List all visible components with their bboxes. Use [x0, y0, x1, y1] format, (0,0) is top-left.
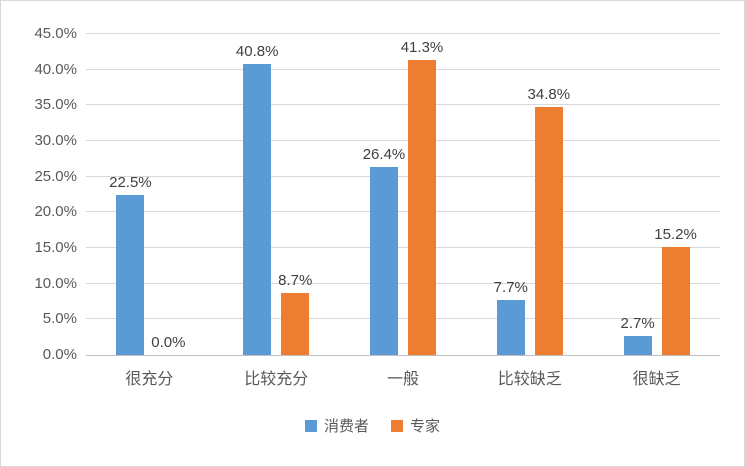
- legend-label: 专家: [410, 418, 441, 435]
- x-axis-label: 很缺乏: [632, 371, 681, 388]
- y-tick-label: 35.0%: [34, 96, 77, 114]
- bar-group: 2.7% 15.2%: [593, 34, 720, 355]
- bar-group: 40.8% 8.7%: [213, 34, 340, 355]
- gridline: [86, 318, 720, 320]
- data-label: 0.0%: [151, 334, 186, 351]
- bar-消费者[interactable]: [243, 63, 272, 355]
- legend: 消费者 专家: [1, 415, 744, 436]
- bar-专家[interactable]: [281, 292, 310, 355]
- y-tick-label: 25.0%: [34, 167, 77, 185]
- legend-swatch: [391, 419, 403, 432]
- gridline: [86, 68, 720, 70]
- gridline: [86, 104, 720, 106]
- bar-slot: 34.8%: [528, 86, 570, 355]
- bar-专家[interactable]: [407, 60, 436, 355]
- x-axis-label: 一般: [386, 371, 419, 388]
- legend-item-消费者[interactable]: 消费者: [304, 415, 369, 436]
- bar-slot: 22.5%: [109, 174, 152, 355]
- bar-group: 22.5% 0.0%: [86, 34, 213, 355]
- gridline: [86, 247, 720, 248]
- bar-专家[interactable]: [661, 246, 690, 355]
- gridline: [86, 211, 720, 213]
- y-axis: 0.0% 5.0% 10.0% 15.0% 20.0% 25.0% 30.0% 35.0% 40…: [1, 25, 77, 363]
- bar-slot: 41.3%: [401, 39, 443, 355]
- legend-label: 消费者: [323, 418, 369, 435]
- gridline: [86, 282, 720, 284]
- data-label: 2.7%: [620, 314, 655, 332]
- y-tick-label: 0.0%: [42, 346, 77, 363]
- bar-消费者[interactable]: [496, 300, 525, 355]
- y-tick-label: 5.0%: [42, 310, 77, 328]
- data-label: 40.8%: [235, 42, 279, 60]
- y-tick-label: 10.0%: [34, 274, 77, 292]
- bar-消费者[interactable]: [623, 335, 652, 355]
- x-axis: 很充分 比较充分 一般 比较缺乏 很缺乏: [86, 365, 720, 389]
- gridline: [86, 33, 720, 34]
- y-tick-label: 45.0%: [34, 25, 77, 42]
- bar-专家[interactable]: [534, 106, 563, 355]
- y-tick-label: 30.0%: [34, 132, 77, 149]
- bar-slot: 15.2%: [654, 226, 697, 355]
- data-label: 26.4%: [362, 145, 406, 163]
- y-tick-label: 20.0%: [34, 203, 77, 221]
- data-label: 41.3%: [400, 39, 444, 57]
- x-axis-label: 比较充分: [244, 371, 309, 388]
- data-label: 22.5%: [109, 173, 152, 191]
- bar-slot: 8.7%: [278, 272, 312, 355]
- bar-slot: 26.4%: [363, 146, 405, 355]
- gridline: [86, 175, 720, 177]
- bar-group: 7.7% 34.8%: [466, 34, 593, 355]
- bar-slot: 40.8%: [236, 43, 278, 355]
- bar-slot: 7.7%: [494, 279, 528, 355]
- bar-group: 26.4% 41.3%: [340, 34, 467, 355]
- data-label: 7.7%: [493, 279, 528, 297]
- bar-消费者[interactable]: [369, 166, 398, 355]
- bar-消费者[interactable]: [116, 194, 145, 355]
- data-label: 8.7%: [278, 271, 313, 289]
- data-label: 34.8%: [527, 85, 571, 103]
- legend-swatch: [304, 419, 317, 432]
- x-axis-label: 很充分: [125, 371, 174, 388]
- bar-slot: 2.7%: [620, 315, 655, 355]
- data-label: 15.2%: [654, 225, 697, 243]
- y-tick-label: 40.0%: [34, 60, 77, 78]
- y-tick-label: 15.0%: [34, 239, 77, 256]
- gridline: [86, 140, 720, 141]
- bar-groups: 22.5% 0.0% 40.8% 8.7% 26.4% 41.3% 7.7% 34.8% 2.7…: [86, 34, 720, 355]
- plot-area: 22.5% 0.0% 40.8% 8.7% 26.4% 41.3% 7.7% 34.8% 2.7…: [86, 33, 720, 356]
- legend-item-专家[interactable]: 专家: [391, 415, 440, 436]
- x-axis-label: 比较缺乏: [497, 371, 562, 388]
